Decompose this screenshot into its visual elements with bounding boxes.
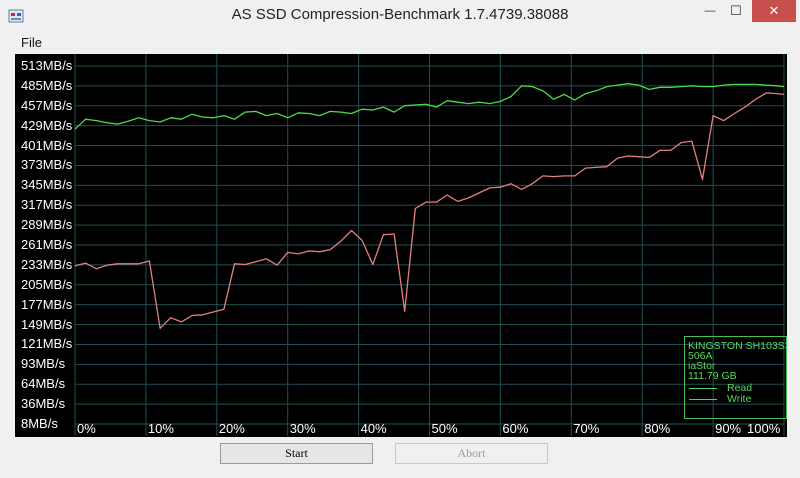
y-tick-label: 261MB/s xyxy=(21,237,73,252)
legend-write-swatch xyxy=(689,399,717,400)
y-tick-label: 205MB/s xyxy=(21,276,73,292)
y-tick-label: 149MB/s xyxy=(21,316,73,332)
y-tick-label: 485MB/s xyxy=(21,77,73,93)
menu-file[interactable]: File xyxy=(21,35,42,50)
y-tick-label: 373MB/s xyxy=(21,157,73,173)
x-tick-label: 60% xyxy=(502,421,529,436)
x-tick-label: 0% xyxy=(77,421,96,436)
series-line-read xyxy=(74,83,785,130)
x-tick-label: 80% xyxy=(644,421,671,436)
x-tick-label: 20% xyxy=(218,421,245,436)
minimize-icon: — xyxy=(704,5,716,17)
window-title: AS SSD Compression-Benchmark 1.7.4739.38… xyxy=(231,6,569,23)
y-tick-label: 8MB/s xyxy=(21,416,58,431)
x-tick-label: 10% xyxy=(147,421,174,436)
minimize-button[interactable]: — xyxy=(697,0,723,22)
chart-plot xyxy=(74,54,785,436)
maximize-button[interactable]: ☐ xyxy=(723,0,749,22)
x-tick-label: 70% xyxy=(573,421,600,436)
legend-read-swatch xyxy=(689,388,717,389)
start-button[interactable]: Start xyxy=(220,443,373,464)
y-tick-label: 177MB/s xyxy=(21,296,73,312)
y-tick-label: 401MB/s xyxy=(21,137,73,153)
x-tick-label: 90% xyxy=(715,421,742,436)
y-tick-label: 289MB/s xyxy=(21,217,73,233)
legend-firmware: 506A xyxy=(688,350,713,362)
abort-button[interactable]: Abort xyxy=(395,443,548,464)
series-line-write xyxy=(74,92,785,329)
y-tick-label: 36MB/s xyxy=(21,396,66,412)
title-bar: AS SSD Compression-Benchmark 1.7.4739.38… xyxy=(0,0,800,32)
maximize-icon: ☐ xyxy=(730,3,742,18)
x-tick-label: 40% xyxy=(360,421,387,436)
y-tick-label: 121MB/s xyxy=(21,336,73,352)
x-tick-label: 50% xyxy=(431,421,458,436)
app-icon[interactable] xyxy=(8,8,24,24)
y-tick-label: 345MB/s xyxy=(21,177,73,193)
y-tick-label: 513MB/s xyxy=(21,58,73,73)
close-button[interactable]: ✕ xyxy=(752,0,796,22)
y-tick-label: 429MB/s xyxy=(21,117,73,133)
close-icon: ✕ xyxy=(768,3,780,18)
y-tick-label: 317MB/s xyxy=(21,197,73,213)
x-tick-label: 30% xyxy=(289,421,316,436)
chart-legend: KINGSTON SH103S3 506A iaStor 111.79 GB R… xyxy=(684,336,787,419)
legend-drive-model: KINGSTON SH103S3 xyxy=(688,340,787,352)
x-tick-label: 100% xyxy=(747,421,781,436)
legend-capacity: 111.79 GB xyxy=(688,370,737,382)
y-tick-label: 457MB/s xyxy=(21,97,73,113)
y-tick-label: 93MB/s xyxy=(21,356,66,372)
y-tick-label: 233MB/s xyxy=(21,256,73,272)
y-tick-label: 64MB/s xyxy=(21,376,66,392)
legend-write-label: Write xyxy=(727,393,752,405)
menu-bar: File xyxy=(0,32,800,54)
legend-read-label: Read xyxy=(727,382,753,394)
legend-driver: iaStor xyxy=(688,360,716,372)
benchmark-chart: 513MB/s 485MB/s 457MB/s 429MB/s 401MB/s 373MB… xyxy=(15,54,787,437)
